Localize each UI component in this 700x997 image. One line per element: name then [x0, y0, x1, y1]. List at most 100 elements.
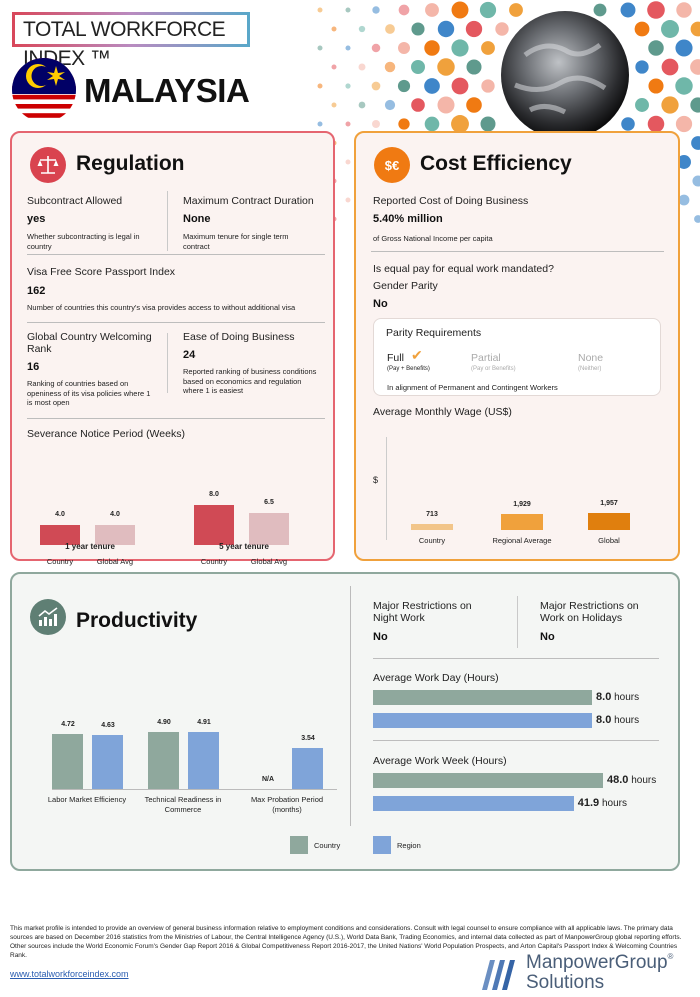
wage-bar [411, 523, 453, 530]
decorative-dot [411, 98, 425, 112]
decorative-dot [345, 45, 351, 51]
parity-full: Full [387, 352, 404, 364]
productivity-bar-value: N/A [261, 776, 275, 783]
divider [27, 322, 325, 323]
productivity-bar [292, 747, 323, 789]
growth-chart-icon [30, 599, 66, 635]
severance-bar [40, 525, 80, 545]
legend-region: Region [397, 841, 421, 850]
productivity-panel: Productivity 4.72 4.63 Labor Market Effici… [10, 572, 680, 871]
decorative-dot [424, 40, 440, 56]
decorative-dot [495, 22, 509, 36]
decorative-dot [398, 42, 410, 54]
decorative-dot [437, 96, 455, 114]
max-contract-value: None [183, 213, 211, 225]
visa-desc: Number of countries this country's visa … [27, 303, 296, 312]
cost-label: Reported Cost of Doing Business [373, 195, 529, 207]
holiday-work-value: No [540, 631, 555, 643]
decorative-dot [345, 121, 351, 127]
decorative-dot [371, 43, 381, 53]
decorative-dot [384, 61, 396, 73]
severance-category-label: Country [200, 557, 228, 566]
cost-desc: of Gross National Income per capita [373, 234, 493, 243]
productivity-bar [188, 732, 219, 789]
decorative-dot [466, 59, 482, 75]
decorative-dot [675, 115, 693, 133]
decorative-dot [384, 99, 396, 111]
workweek-chart: 48.0 hours 41.9 hours [373, 769, 663, 819]
decorative-dot [451, 77, 469, 95]
welcoming-label: Global Country Welcoming Rank [27, 331, 152, 355]
decorative-dot [424, 116, 440, 132]
decorative-dot [480, 116, 496, 132]
night-work-label: Major Restrictions on Night Work [373, 600, 472, 624]
logo-line-1: ManpowerGroup® [526, 952, 674, 973]
decorative-dot [509, 3, 523, 17]
parity-partial-sub: (Pay or Benefits) [471, 366, 516, 372]
max-contract-desc: Maximum tenure for single term contract [183, 232, 289, 251]
decorative-dot [675, 77, 693, 95]
welcoming-desc: Ranking of countries based on openiness … [27, 379, 151, 407]
wage-bar-value: 1,957 [600, 500, 618, 508]
severance-chart: 4.0 Country 4.0 Global Avg 8.0 Country 6.5 Glob… [12, 433, 337, 566]
wage-category-label: Regional Average [492, 536, 552, 545]
manpowergroup-stripes-icon [482, 960, 515, 990]
wage-bar-value: 713 [426, 510, 438, 518]
decorative-dot [437, 20, 455, 38]
max-contract-label: Maximum Contract Duration [183, 195, 314, 207]
website-link[interactable]: www.totalworkforceindex.com [10, 969, 129, 979]
scales-icon [30, 147, 66, 183]
index-title: TOTAL WORKFORCE INDEX ™ [12, 12, 250, 70]
parity-full-sub: (Pay + Benefits) [387, 366, 430, 372]
decorative-dot [451, 115, 469, 133]
check-icon: ✔ [411, 347, 423, 363]
wage-category-label: Country [418, 536, 446, 545]
decorative-dot [317, 45, 323, 51]
wage-axis-line [386, 437, 387, 540]
productivity-bar-value: 4.72 [61, 721, 75, 729]
divider [167, 333, 168, 393]
decorative-dot [647, 115, 665, 133]
divider [167, 191, 168, 251]
productivity-bar [148, 732, 179, 789]
decorative-dot [371, 81, 381, 91]
hours-bar-value: 41.9 hours [577, 797, 627, 809]
decorative-dot [372, 6, 380, 14]
decorative-dot [358, 63, 366, 71]
decorative-dot [677, 155, 691, 169]
severance-bar-value: 4.0 [55, 511, 65, 518]
manpowergroup-logo: ManpowerGroup® Solutions [478, 952, 688, 994]
divider [371, 251, 664, 252]
regulation-panel: Regulation Subcontract Allowed yes Wheth… [10, 131, 337, 566]
decorative-dot [358, 101, 366, 109]
decorative-dot [398, 118, 410, 130]
decorative-dot [661, 20, 679, 38]
night-work-value: No [373, 631, 388, 643]
decorative-dot [345, 159, 351, 165]
decorative-dot [621, 117, 635, 131]
divider [373, 740, 659, 741]
wage-chart: 713 Country 1,929 Regional Average 1,957 Glob… [356, 423, 682, 558]
decorative-dot [331, 102, 337, 108]
logo-line-2: Solutions [526, 972, 605, 993]
severance-category-label: Global Avg [96, 557, 134, 566]
decorative-dot [411, 22, 425, 36]
decorative-dot [620, 2, 636, 18]
decorative-dot [385, 24, 395, 34]
parity-none-sub: (Neither) [578, 366, 602, 372]
productivity-baseline [52, 789, 337, 790]
hours-bar [373, 773, 603, 788]
severance-bar [95, 525, 135, 545]
currency-icon: $€ [374, 147, 410, 183]
productivity-category-label: Labor Market Efficiency [47, 795, 127, 804]
hours-bar-value: 48.0 hours [607, 774, 657, 786]
decorative-dot [481, 79, 495, 93]
decorative-dot [465, 20, 483, 38]
footer-disclaimer: This market profile is intended to provi… [10, 925, 682, 959]
productivity-bar-value: 4.63 [101, 722, 115, 730]
productivity-bar-value: 4.90 [157, 719, 171, 727]
decorative-dot [648, 78, 664, 94]
severance-title: Severance Notice Period (Weeks) [27, 428, 185, 440]
workweek-title: Average Work Week (Hours) [373, 755, 507, 767]
gender-parity-value: No [373, 298, 388, 310]
